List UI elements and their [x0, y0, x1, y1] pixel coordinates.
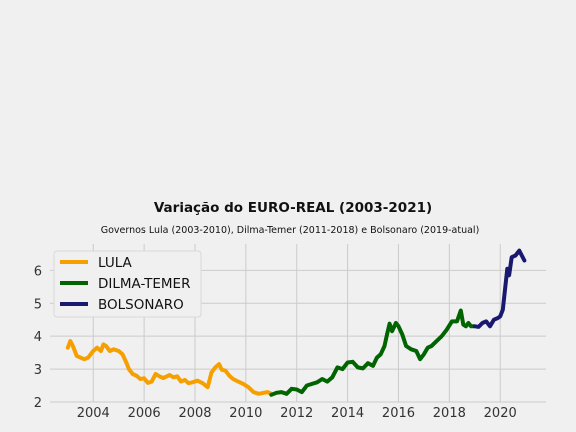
series-line-lula [65, 339, 272, 396]
legend-label: LULA [98, 255, 133, 271]
legend-box [53, 250, 202, 318]
x-tick-label: 2016 [382, 406, 415, 421]
tick-labels: 2004 2006 2008 2010 2012 2014 2016 2018 2020 2 3 4 5… [34, 264, 517, 421]
grid-lines [50, 244, 546, 403]
x-tick-label: 2012 [280, 406, 313, 421]
y-tick-label: 4 [34, 330, 42, 345]
chart-title: Variação do EURO-REAL (2003-2021) [153, 200, 433, 216]
y-tick-label: 5 [34, 297, 42, 312]
x-tick-label: 2004 [77, 406, 110, 421]
y-tick-label: 6 [34, 264, 42, 279]
chart-subtitle: Governos Lula (2003-2010), Dilma-Temer (… [100, 225, 480, 236]
y-tick-label: 2 [34, 396, 42, 411]
x-tick-label: 2006 [128, 406, 161, 421]
legend: LULA DILMA-TEMER BOLSONARO [53, 250, 202, 318]
y-tick-label: 3 [34, 363, 42, 378]
series-line-dilma-temer [269, 308, 476, 397]
x-tick-label: 2018 [433, 406, 466, 421]
x-tick-label: 2014 [331, 406, 364, 421]
legend-label: DILMA-TEMER [98, 276, 190, 292]
x-tick-label: 2008 [178, 406, 211, 421]
series-line-bolsonaro [472, 248, 527, 329]
x-tick-label: 2010 [229, 406, 262, 421]
series-lines [65, 248, 527, 397]
x-tick-label: 2020 [484, 406, 517, 421]
legend-label: BOLSONARO [98, 297, 184, 313]
